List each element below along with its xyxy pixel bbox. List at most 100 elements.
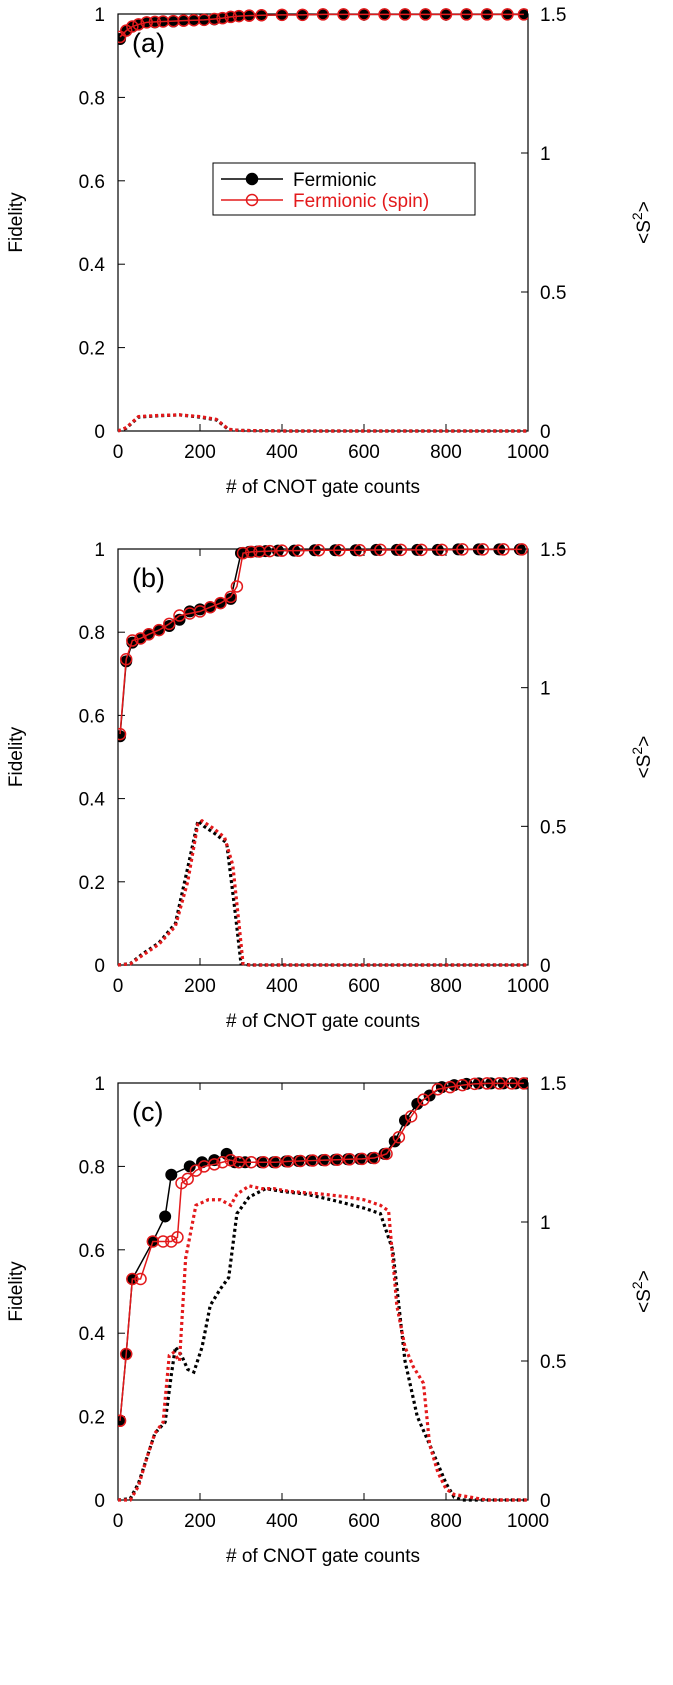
- plot-frame: [117, 1082, 529, 1501]
- fermionic-spin-point: [439, 8, 453, 21]
- fermionic-spin-point: [431, 1083, 445, 1096]
- x-tick-label: 1000: [507, 1511, 549, 1532]
- fermionic-spin-point: [119, 652, 133, 666]
- s2-series-line: [118, 818, 528, 967]
- fermionic-spin-point: [435, 543, 449, 557]
- y2-tick-label: 0: [540, 422, 551, 443]
- y-tick-label: 1: [94, 5, 105, 26]
- s2-series-line: [118, 817, 528, 967]
- fermionic-spin-point: [292, 544, 305, 557]
- x-tick-label: 0: [113, 1511, 124, 1532]
- fermionic-spin-point: [380, 1147, 393, 1161]
- fermionic-spin-point: [216, 11, 229, 25]
- fermionic-spin-point: [343, 1153, 356, 1166]
- fermionic-spin-point: [230, 580, 244, 593]
- y-tick-label: 0: [94, 1491, 105, 1512]
- fermionic-series-line: [119, 548, 520, 737]
- fermionic-spin-point: [312, 543, 326, 557]
- x-tick-label: 600: [348, 976, 380, 997]
- fermionic-spin-point: [269, 1155, 283, 1169]
- y-axis-label: Fidelity: [6, 192, 27, 253]
- x-tick-label: 200: [184, 1511, 216, 1532]
- y-tick-label: 0.6: [79, 1241, 105, 1262]
- plot-frame: [117, 548, 529, 966]
- fermionic-spin-point: [443, 1080, 457, 1094]
- fermionic-spin-series-line: [119, 548, 522, 735]
- x-tick-label: 1000: [507, 442, 549, 463]
- fermionic-spin-point: [368, 1151, 381, 1165]
- fermionic-spin-point: [333, 543, 346, 557]
- fermionic-point: [411, 1097, 424, 1110]
- y2-axis-label: <S2>: [629, 736, 655, 779]
- fermionic-spin-point: [126, 634, 139, 647]
- fermionic-spin-point: [517, 8, 528, 21]
- fermionic-spin-point: [404, 1110, 418, 1123]
- fermionic-spin-point: [208, 1158, 221, 1171]
- y2-tick-label: 0.5: [540, 283, 566, 304]
- y-tick-label: 1: [94, 1074, 105, 1095]
- fermionic-spin-point: [263, 544, 276, 558]
- s2-series-line: [118, 1186, 528, 1502]
- fermionic-spin-point: [216, 1155, 229, 1169]
- y2-tick-label: 1: [540, 679, 551, 700]
- x-tick-label: 400: [266, 442, 298, 463]
- fermionic-spin-point: [242, 9, 256, 22]
- plot-area: [118, 1077, 528, 1502]
- fermionic-spin-point: [476, 543, 490, 556]
- y-tick-label: 0: [94, 956, 105, 977]
- fermionic-spin-point: [132, 18, 145, 31]
- fermionic-spin-point: [224, 10, 237, 24]
- x-tick-label: 400: [266, 976, 298, 997]
- fermionic-spin-point: [417, 1093, 430, 1106]
- x-tick-label: 800: [430, 976, 462, 997]
- fermionic-spin-point: [275, 8, 289, 22]
- panel-label: (b): [132, 563, 165, 593]
- y2-tick-label: 0: [540, 956, 551, 977]
- y-tick-label: 0.8: [79, 88, 105, 109]
- panel-c: 0 200 400 600 800 100000.20.40.60.8100.511.5#…: [6, 1074, 655, 1567]
- x-tick-label: 1000: [507, 976, 549, 997]
- fermionic-spin-point: [126, 20, 139, 33]
- y-tick-label: 0.6: [79, 706, 105, 727]
- fermionic-spin-point: [415, 543, 428, 557]
- fermionic-spin-point: [214, 596, 227, 610]
- fermionic-spin-point: [275, 544, 289, 557]
- y2-tick-label: 1: [540, 1213, 551, 1234]
- s2-series-line: [118, 413, 528, 433]
- fermionic-spin-point: [480, 1077, 494, 1090]
- y2-tick-label: 1: [540, 144, 551, 165]
- fermionic-spin-point: [337, 8, 350, 21]
- fermionic-spin-point: [181, 1172, 194, 1186]
- fermionic-spin-point: [163, 617, 176, 631]
- y-tick-label: 0.4: [79, 255, 106, 276]
- fermionic-spin-point: [134, 1272, 147, 1286]
- x-axis-label: # of CNOT gate counts: [226, 1546, 420, 1567]
- fermionic-spin-point: [245, 1155, 258, 1169]
- fermionic-spin-point: [357, 8, 371, 21]
- y2-tick-label: 1.5: [540, 540, 566, 561]
- s2-series-line: [118, 413, 528, 433]
- fermionic-point: [159, 1210, 172, 1223]
- fermionic-spin-point: [171, 1231, 184, 1244]
- y-tick-label: 0.2: [79, 339, 105, 360]
- fermionic-spin-point: [255, 9, 268, 22]
- panel-a: 0 200 400 600 800 100000.20.40.60.8100.511.5#…: [6, 5, 655, 498]
- y-tick-label: 0.2: [79, 1408, 105, 1429]
- y2-tick-label: 0.5: [540, 817, 566, 838]
- fermionic-spin-point: [175, 1176, 188, 1190]
- y-tick-label: 0.2: [79, 873, 105, 894]
- fermionic-spin-point: [306, 1154, 319, 1167]
- fermionic-spin-point: [394, 543, 408, 557]
- legend-marker: [245, 193, 259, 207]
- x-tick-label: 0: [113, 976, 124, 997]
- fermionic-spin-point: [224, 590, 237, 604]
- fermionic-spin-point: [165, 1235, 178, 1248]
- fermionic-spin-point: [355, 1152, 369, 1166]
- fermionic-spin-point: [460, 8, 473, 21]
- fermionic-spin-point: [331, 1153, 344, 1166]
- fermionic-spin-point: [232, 1155, 246, 1169]
- fermionic-spin-point: [505, 1077, 518, 1090]
- fermionic-spin-point: [224, 1153, 237, 1167]
- y-axis-label: Fidelity: [6, 1261, 27, 1322]
- plot-frame: [117, 13, 529, 432]
